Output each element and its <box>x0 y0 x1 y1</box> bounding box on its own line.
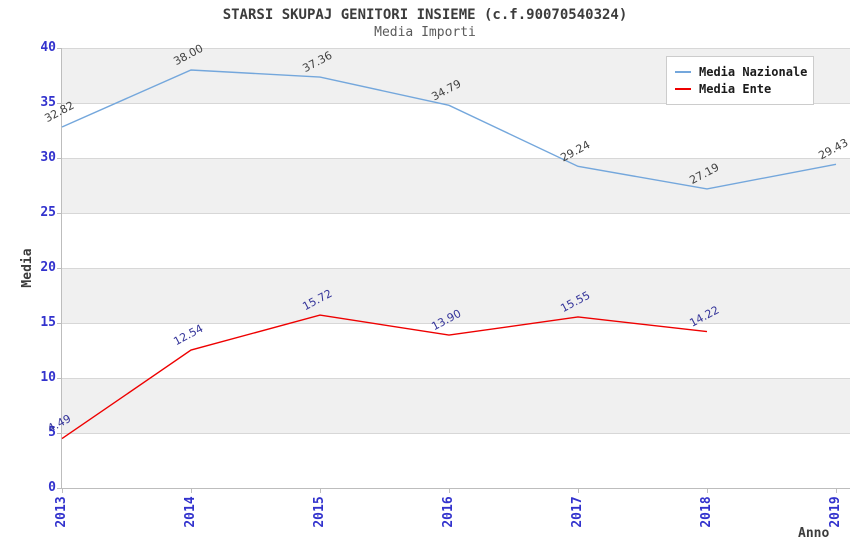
x-axis-line <box>62 488 850 489</box>
grid-band <box>62 323 850 378</box>
value-label: 32.82 <box>42 99 76 125</box>
y-tick-label: 10 <box>40 370 56 385</box>
legend-item: Media Nazionale <box>675 63 808 80</box>
legend-swatch-icon <box>675 70 691 73</box>
x-tick-mark <box>320 489 321 493</box>
value-label: 29.24 <box>558 138 592 164</box>
grid-band <box>62 158 850 213</box>
y-tick-label: 30 <box>40 150 56 165</box>
grid-band <box>62 268 850 323</box>
x-tick-mark <box>578 489 579 493</box>
x-tick-mark <box>191 489 192 493</box>
value-label: 12.54 <box>171 322 205 348</box>
value-label: 37.36 <box>300 49 334 75</box>
x-tick-mark <box>449 489 450 493</box>
chart-subtitle: Media Importi <box>374 25 476 40</box>
line-media-nazionale <box>61 69 837 190</box>
plot-area <box>62 48 850 488</box>
y-tick-mark <box>57 48 61 49</box>
value-label: 15.72 <box>300 287 334 313</box>
y-tick-mark <box>57 323 61 324</box>
grid-band <box>62 378 850 433</box>
y-tick-mark <box>57 488 61 489</box>
x-tick-mark <box>707 489 708 493</box>
value-label: 34.79 <box>429 77 463 103</box>
y-axis-line <box>61 48 62 489</box>
y-tick-mark <box>57 158 61 159</box>
y-tick-mark <box>57 213 61 214</box>
value-label: 38.00 <box>171 42 205 68</box>
y-tick-label: 35 <box>40 95 56 110</box>
value-label: 13.90 <box>429 307 463 333</box>
y-tick-mark <box>57 268 61 269</box>
value-label: 14.22 <box>687 303 721 329</box>
y-tick-mark <box>57 433 61 434</box>
y-tick-label: 5 <box>48 425 56 440</box>
y-tick-label: 15 <box>40 315 56 330</box>
y-tick-mark <box>57 378 61 379</box>
grid-band <box>62 213 850 268</box>
y-tick-label: 0 <box>48 480 56 495</box>
chart-title: STARSI SKUPAJ GENITORI INSIEME (c.f.9007… <box>222 7 628 23</box>
grid-band <box>62 103 850 158</box>
line-media-ente <box>61 314 708 440</box>
value-label: 27.19 <box>687 161 721 187</box>
y-tick-label: 40 <box>40 40 56 55</box>
value-label: 29.43 <box>816 136 850 162</box>
x-axis-title: Anno <box>798 526 830 541</box>
legend-label: Media Ente <box>699 81 772 96</box>
legend: Media Nazionale Media Ente <box>666 56 814 105</box>
x-tick-mark <box>62 489 63 493</box>
y-tick-label: 25 <box>40 205 56 220</box>
grid-band <box>62 433 850 488</box>
y-tick-mark <box>57 103 61 104</box>
y-tick-label: 20 <box>40 260 56 275</box>
legend-swatch-icon <box>675 87 691 90</box>
value-label: 4.49 <box>45 412 73 435</box>
legend-item: Media Ente <box>675 80 805 97</box>
value-label: 15.55 <box>558 289 592 315</box>
x-tick-mark <box>836 489 837 493</box>
legend-label: Media Nazionale <box>699 64 808 79</box>
